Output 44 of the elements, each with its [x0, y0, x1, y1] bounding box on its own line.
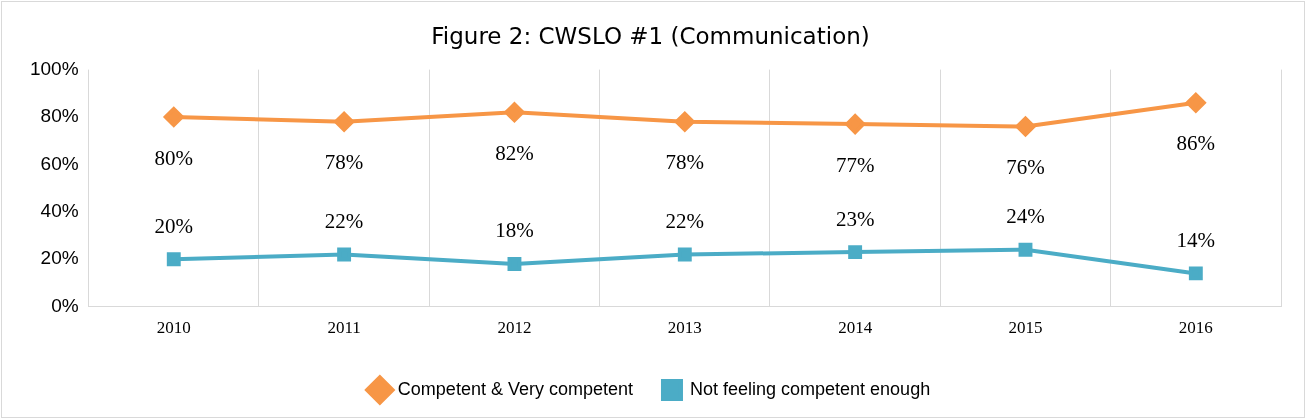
- data-label: 18%: [495, 218, 534, 243]
- x-tick-label: 2014: [838, 318, 873, 338]
- data-label: 14%: [1176, 227, 1216, 252]
- point: [1188, 266, 1203, 281]
- point: [848, 245, 863, 260]
- point: [677, 247, 692, 262]
- data-label: 23%: [835, 206, 875, 231]
- legend-label: Not feeling competent enough: [689, 378, 931, 399]
- point: [163, 107, 184, 127]
- point: [1018, 242, 1033, 257]
- point: [334, 111, 355, 132]
- y-tick-label: 80%: [40, 105, 79, 127]
- data-label: 22%: [665, 208, 705, 233]
- x-tick-label: 2012: [497, 318, 532, 338]
- y-tick-label: 100%: [29, 57, 79, 79]
- legend-label: Competent & Very competent: [397, 378, 633, 399]
- data-label: 80%: [154, 145, 194, 170]
- data-label: 86%: [1176, 131, 1216, 156]
- point: [504, 102, 525, 123]
- point: [674, 111, 695, 132]
- point: [1185, 92, 1206, 113]
- y-tick-label: 20%: [40, 247, 79, 269]
- data-label: 78%: [665, 150, 705, 175]
- data-label: 20%: [154, 213, 194, 238]
- data-label: 24%: [1006, 204, 1045, 229]
- x-tick-label: 2013: [667, 318, 702, 338]
- x-tick-label: 2016: [1178, 318, 1213, 338]
- y-tick-label: 0%: [51, 294, 79, 316]
- point: [337, 247, 352, 262]
- point: [166, 252, 181, 267]
- data-label: 77%: [835, 152, 875, 177]
- point: [845, 114, 866, 135]
- data-label: 22%: [324, 208, 364, 233]
- data-label: 78%: [324, 150, 364, 175]
- x-tick-label: 2015: [1008, 318, 1043, 338]
- x-tick-label: 2011: [327, 318, 361, 338]
- x-tick-label: 2010: [156, 318, 191, 338]
- point: [507, 256, 522, 271]
- data-label: 82%: [495, 140, 534, 165]
- data-label: 76%: [1006, 155, 1045, 179]
- y-tick-label: 40%: [40, 200, 79, 222]
- chart-title: Figure 2: CWSLO #1 (Communication): [431, 22, 870, 49]
- y-tick-label: 60%: [40, 152, 79, 174]
- point: [1015, 116, 1036, 137]
